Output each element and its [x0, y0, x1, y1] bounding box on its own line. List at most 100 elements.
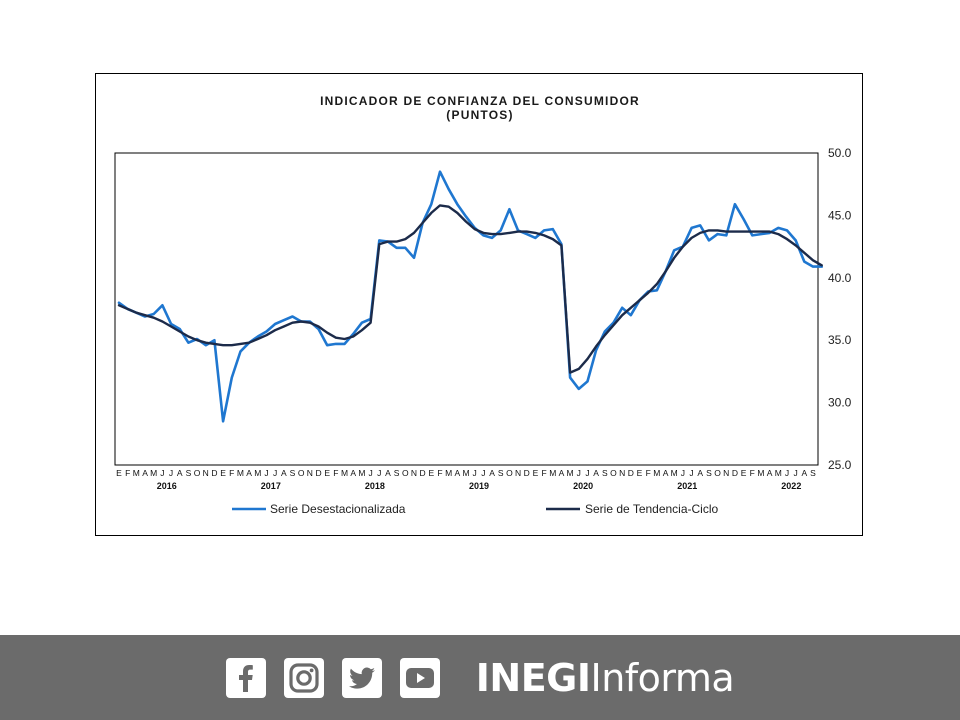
y-axis-ticks: 50.0 45.0 40.0 35.0 30.0 25.0 [828, 146, 852, 472]
y-tick-label: 30.0 [828, 396, 852, 410]
x-tick-month: S [602, 468, 608, 478]
x-tick-month: M [133, 468, 140, 478]
x-tick-month: O [402, 468, 409, 478]
x-tick-month: J [368, 468, 372, 478]
x-tick-month: M [341, 468, 348, 478]
x-tick-month: O [298, 468, 305, 478]
x-tick-month: M [237, 468, 244, 478]
y-tick-label: 40.0 [828, 271, 852, 285]
x-tick-month: E [116, 468, 122, 478]
x-axis-year-ticks: 2016 2017 2018 2019 2020 2021 2022 [157, 481, 802, 491]
x-tick-year: 2017 [261, 481, 281, 491]
x-tick-month: A [246, 468, 252, 478]
x-tick-month: F [333, 468, 338, 478]
x-tick-month: S [706, 468, 712, 478]
x-tick-month: A [454, 468, 460, 478]
x-tick-month: N [411, 468, 417, 478]
x-tick-month: J [273, 468, 277, 478]
x-tick-year: 2018 [365, 481, 385, 491]
x-tick-month: M [757, 468, 764, 478]
x-tick-month: M [567, 468, 574, 478]
x-tick-month: J [160, 468, 164, 478]
facebook-icon[interactable] [225, 657, 266, 698]
x-tick-month: M [445, 468, 452, 478]
x-tick-month: J [481, 468, 485, 478]
x-tick-month: S [498, 468, 504, 478]
x-tick-month: S [394, 468, 400, 478]
x-tick-month: A [281, 468, 287, 478]
x-tick-month: J [577, 468, 581, 478]
x-tick-month: N [619, 468, 625, 478]
x-tick-month: S [186, 468, 192, 478]
x-tick-month: J [794, 468, 798, 478]
x-tick-month: A [489, 468, 495, 478]
x-tick-month: M [671, 468, 678, 478]
x-tick-month: N [203, 468, 209, 478]
x-tick-month: A [801, 468, 807, 478]
x-tick-month: M [549, 468, 556, 478]
x-tick-month: J [785, 468, 789, 478]
x-tick-month: D [211, 468, 217, 478]
x-tick-month: M [254, 468, 261, 478]
instagram-icon[interactable] [283, 657, 324, 698]
x-tick-month: M [775, 468, 782, 478]
chart-title: INDICADOR DE CONFIANZA DEL CONSUMIDOR [320, 94, 640, 108]
x-tick-month: S [810, 468, 816, 478]
x-tick-month: D [732, 468, 738, 478]
x-tick-month: S [290, 468, 296, 478]
x-tick-month: J [377, 468, 381, 478]
x-tick-month: D [315, 468, 321, 478]
x-tick-year: 2021 [677, 481, 697, 491]
x-tick-month: A [767, 468, 773, 478]
x-tick-month: M [150, 468, 157, 478]
x-tick-month: J [264, 468, 268, 478]
x-tick-month: A [385, 468, 391, 478]
series-line-desestacionalizada [117, 170, 824, 423]
brand-bold: INEGI [475, 655, 591, 700]
footer-bar: INEGIInforma [0, 635, 960, 720]
x-tick-year: 2019 [469, 481, 489, 491]
x-tick-month: J [473, 468, 477, 478]
legend-label-tendencia-ciclo: Serie de Tendencia-Ciclo [585, 502, 719, 516]
x-tick-month: E [741, 468, 747, 478]
series-lines [117, 170, 824, 423]
x-tick-month: A [177, 468, 183, 478]
youtube-icon[interactable] [399, 657, 440, 698]
x-tick-month: F [125, 468, 130, 478]
x-tick-month: O [714, 468, 721, 478]
x-tick-month: J [681, 468, 685, 478]
y-tick-label: 25.0 [828, 458, 852, 472]
x-tick-month: F [229, 468, 234, 478]
x-tick-month: A [663, 468, 669, 478]
x-tick-year: 2022 [781, 481, 801, 491]
x-tick-month: J [689, 468, 693, 478]
x-tick-month: J [169, 468, 173, 478]
plot-area [114, 152, 819, 466]
x-tick-month: F [437, 468, 442, 478]
x-tick-month: M [358, 468, 365, 478]
y-tick-label: 35.0 [828, 333, 852, 347]
x-tick-month: A [350, 468, 356, 478]
x-tick-month: F [646, 468, 651, 478]
x-tick-year: 2016 [157, 481, 177, 491]
y-tick-label: 45.0 [828, 208, 852, 222]
x-tick-month: N [515, 468, 521, 478]
x-tick-month: A [559, 468, 565, 478]
series-line-tendencia-ciclo [117, 204, 823, 374]
brand-light: Informa [590, 655, 735, 700]
x-tick-year: 2020 [573, 481, 593, 491]
x-tick-month: N [307, 468, 313, 478]
y-tick-label: 50.0 [828, 146, 852, 160]
x-tick-month: F [541, 468, 546, 478]
x-tick-month: E [324, 468, 330, 478]
x-tick-month: E [220, 468, 226, 478]
twitter-icon[interactable] [341, 657, 382, 698]
x-tick-month: A [697, 468, 703, 478]
x-tick-month: A [142, 468, 148, 478]
legend: Serie Desestacionalizada Serie de Tenden… [232, 502, 719, 516]
x-tick-month: D [524, 468, 530, 478]
x-tick-month: J [585, 468, 589, 478]
inegi-informa-logo: INEGIInforma [475, 655, 735, 700]
